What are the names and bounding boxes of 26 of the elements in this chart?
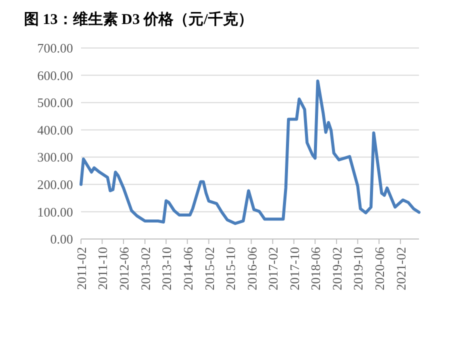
x-tick-label: 2021-02 — [393, 247, 408, 290]
y-tick-label: 700.00 — [37, 40, 73, 56]
x-tick-label: 2019-10 — [350, 247, 366, 290]
x-tick-label: 2017-02 — [266, 247, 281, 290]
x-tick-label: 2013-10 — [159, 247, 174, 290]
x-tick-label: 2015-10 — [222, 247, 238, 290]
x-tick-label: 2013-02 — [138, 247, 153, 290]
y-tick-label: 500.00 — [37, 95, 73, 110]
y-tick-label: 400.00 — [37, 122, 73, 138]
x-tick-label: 2018-06 — [308, 246, 324, 290]
x-tick-label: 2017-10 — [286, 247, 302, 290]
x-tick-label: 2012-06 — [116, 246, 132, 290]
chart-title: 图 13：维生素 D3 价格（元/千克） — [24, 10, 253, 28]
y-tick-label: 0.00 — [50, 232, 73, 247]
x-tick-label: 2011-10 — [95, 247, 110, 290]
y-tick-label: 600.00 — [37, 68, 73, 83]
y-tick-label: 100.00 — [37, 204, 73, 220]
y-tick-label: 200.00 — [37, 176, 73, 192]
x-tick-label: 2019-02 — [330, 247, 345, 290]
x-tick-label: 2020-06 — [372, 246, 388, 290]
x-tick-label: 2015-02 — [202, 247, 217, 290]
y-tick-label: 300.00 — [37, 150, 73, 165]
x-tick-label: 2016-06 — [244, 246, 260, 290]
line-series — [80, 80, 420, 225]
x-tick-label: 2011-02 — [74, 247, 89, 290]
x-tick-label: 2014-06 — [180, 246, 196, 290]
